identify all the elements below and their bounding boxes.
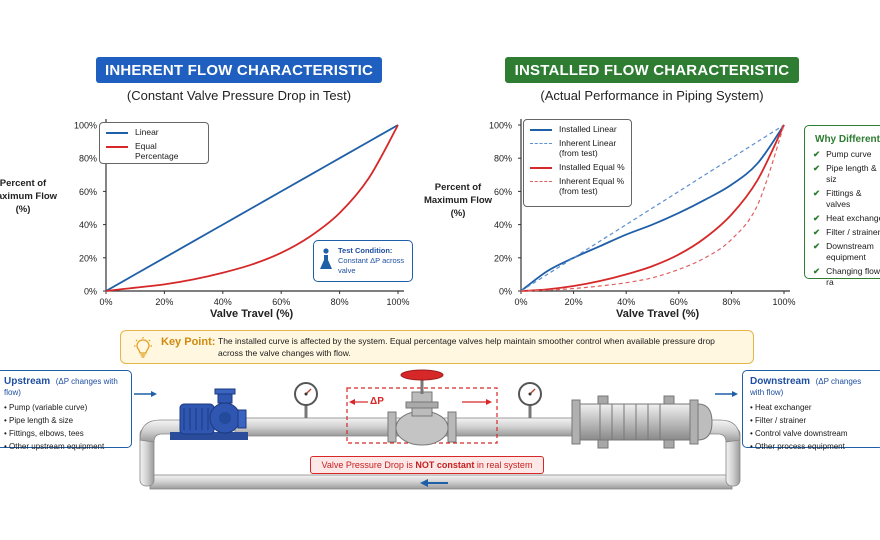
- why-item: ✔ Pump curve: [813, 149, 872, 159]
- inherent-x-tick-label: 80%: [331, 297, 349, 307]
- upstream-arrow-icon: [134, 391, 157, 397]
- inherent-series-0: [105, 124, 399, 292]
- downstream-item: • Other process equipment: [750, 442, 845, 451]
- installed-x-tick-label: 100%: [772, 297, 795, 307]
- inherent-y-tick-label: 80%: [79, 154, 97, 164]
- downstream-box: Downstream (ΔP changes with flow) • Heat…: [742, 370, 880, 451]
- installed-x-tick-label: 80%: [722, 297, 740, 307]
- heat-exchanger-icon: [571, 395, 713, 449]
- inherent-x-tick-label: 100%: [386, 297, 409, 307]
- installed-x-tick-label: 60%: [670, 297, 688, 307]
- inherent-y-tick-label: 60%: [79, 187, 97, 197]
- key-point-text: The installed curve is affected by the s…: [218, 336, 715, 346]
- inherent-x-tick-label: 60%: [272, 297, 290, 307]
- installed-y-tick-label: 80%: [494, 154, 512, 164]
- check-icon: ✔: [813, 227, 821, 237]
- lightbulb-icon: [134, 337, 152, 358]
- installed-banner: INSTALLED FLOW CHARACTERISTIC: [505, 57, 799, 83]
- inherent-y-tick-label: 0%: [84, 287, 97, 297]
- installed-x-tick-label: 40%: [617, 297, 635, 307]
- valve-pressure-warning: Valve Pressure Drop is NOT constant in r…: [310, 456, 544, 474]
- installed-y-tick-label: 20%: [494, 253, 512, 263]
- left-legend: Linear Equal Percentage: [99, 122, 209, 164]
- downstream-item: • Filter / strainer: [750, 416, 807, 425]
- downstream-item: • Control valve downstream: [750, 429, 848, 438]
- test-condition-box: Test Condition: Constant ΔP across valve: [313, 240, 413, 282]
- inherent-series-1: [105, 124, 399, 292]
- installed-x-tick-label: 20%: [565, 297, 583, 307]
- delta-p-arrow-right-icon: [462, 399, 492, 405]
- legend-inherent-linear: Inherent Linear (from test): [530, 138, 625, 158]
- downstream-arrow-icon: [715, 391, 738, 397]
- key-point-label: Key Point:: [161, 336, 216, 348]
- installed-x-tick-label: 0%: [514, 297, 527, 307]
- check-icon: ✔: [813, 163, 821, 173]
- inherent-y-tick-label: 100%: [74, 121, 97, 131]
- installed-series-1: [520, 124, 785, 292]
- why-item: ✔ Changing flow ra: [813, 266, 880, 287]
- inherent-x-tick-label: 40%: [214, 297, 232, 307]
- left-x-axis-title: Valve Travel (%): [210, 308, 294, 320]
- legend-linear: Linear: [106, 127, 202, 137]
- upstream-item: • Pipe length & size: [4, 416, 74, 425]
- pressure-gauge-icon: [294, 382, 318, 418]
- downstream-item: • Heat exchanger: [750, 403, 812, 412]
- check-icon: ✔: [813, 266, 821, 276]
- inherent-x-tick-label: 20%: [155, 297, 173, 307]
- inherent-y-tick-label: 20%: [79, 253, 97, 263]
- legend-installed-equal: Installed Equal %: [530, 162, 625, 172]
- why-item: ✔ Downstream equipment: [813, 241, 874, 262]
- upstream-item: • Fittings, elbows, tees: [4, 429, 84, 438]
- upstream-item: • Other upstream equipment: [4, 442, 105, 451]
- installed-series-3: [520, 124, 785, 292]
- why-item: ✔ Fittings & valves: [813, 188, 862, 209]
- installed-y-tick-label: 40%: [494, 220, 512, 230]
- legend-equal-percentage: Equal Percentage: [106, 141, 202, 161]
- right-x-axis-title: Valve Travel (%): [616, 308, 700, 320]
- flask-icon: [320, 248, 332, 269]
- installed-series-2: [520, 124, 785, 292]
- check-icon: ✔: [813, 149, 821, 159]
- delta-p-label: ΔP: [370, 396, 384, 407]
- installed-subtitle: (Actual Performance in Piping System): [540, 88, 764, 103]
- why-item: ✔ Filter / strainers: [813, 227, 880, 237]
- why-item: ✔Heat exchanger: [813, 213, 880, 223]
- right-legend: Installed Linear Inherent Linear (from te…: [523, 119, 632, 207]
- why-different-box: Why Different ✔ Pump curve ✔ Pipe length &…: [804, 125, 880, 287]
- installed-y-tick-label: 0%: [499, 287, 512, 297]
- upstream-box: Upstream (ΔP changes with flow) • Pump (…: [0, 370, 132, 451]
- flow-arrow-icon: [420, 479, 448, 487]
- legend-installed-linear: Installed Linear: [530, 124, 625, 134]
- upstream-item: • Pump (variable curve): [4, 403, 88, 412]
- installed-series-0: [520, 124, 785, 292]
- control-valve-icon: [387, 369, 457, 446]
- key-point-box: Key Point: The installed curve is affect…: [120, 330, 754, 364]
- legend-inherent-equal: Inherent Equal % (from test): [530, 176, 625, 196]
- check-icon: ✔: [813, 241, 821, 251]
- delta-p-arrow-left-icon: [349, 399, 368, 405]
- pump-icon: [170, 388, 248, 440]
- check-icon: ✔: [813, 188, 821, 198]
- check-icon: ✔: [813, 213, 821, 223]
- installed-y-tick-label: 100%: [489, 121, 512, 131]
- inherent-banner: INHERENT FLOW CHARACTERISTIC: [96, 57, 382, 83]
- pressure-gauge-icon: [518, 382, 542, 418]
- inherent-y-tick-label: 40%: [79, 220, 97, 230]
- inherent-subtitle: (Constant Valve Pressure Drop in Test): [126, 88, 352, 103]
- why-item: ✔ Pipe length & siz: [813, 163, 877, 184]
- installed-y-tick-label: 60%: [494, 187, 512, 197]
- right-y-axis-title: Percent of Maximum Flow (%): [423, 182, 493, 219]
- inherent-x-tick-label: 0%: [99, 297, 112, 307]
